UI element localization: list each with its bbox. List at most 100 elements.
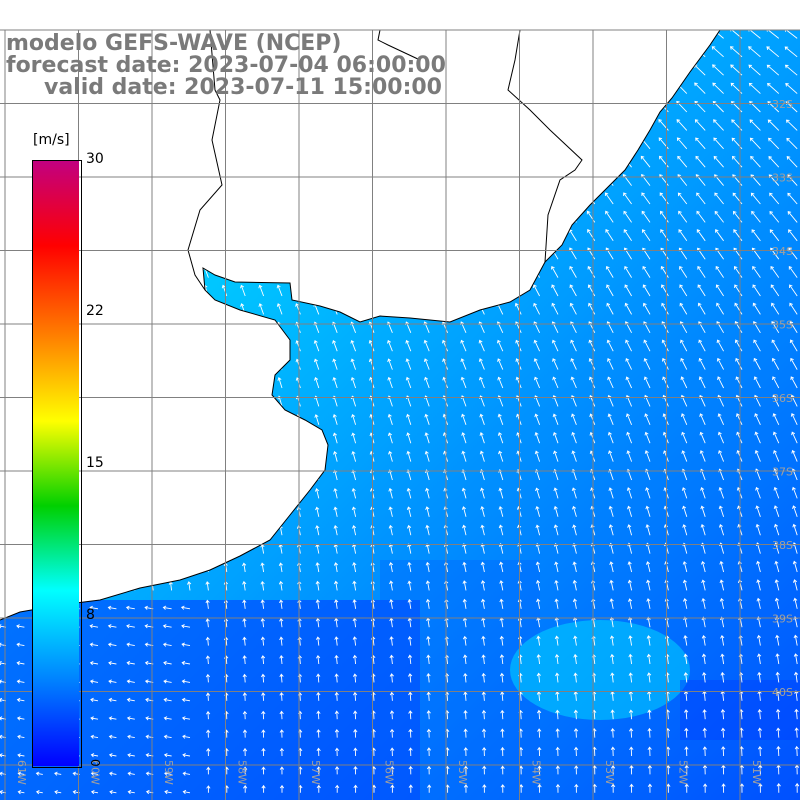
wind-arrow (258, 303, 265, 315)
wind-arrow (646, 579, 651, 591)
wind-arrow (661, 339, 669, 352)
wind-arrow (626, 487, 633, 499)
wind-arrow (388, 450, 393, 462)
wind-arrow (625, 376, 633, 389)
wind-arrow (499, 598, 504, 609)
wind-arrow (647, 746, 652, 757)
wind-arrow (425, 561, 430, 573)
colorbar-tick: 22 (86, 303, 104, 319)
wind-arrow (478, 358, 485, 370)
wind-arrow (427, 784, 432, 793)
wind-arrow (481, 635, 486, 646)
wind-arrow (677, 155, 688, 168)
wind-arrow (788, 229, 798, 242)
wind-arrow (499, 580, 504, 591)
wind-arrow (610, 728, 615, 738)
wind-arrow (684, 709, 689, 720)
wind-arrow (127, 753, 135, 758)
wind-arrow (716, 302, 724, 315)
wind-arrow (574, 746, 579, 757)
wind-arrow (773, 486, 780, 499)
wind-arrow (426, 635, 431, 646)
latitude-label: 40S (772, 686, 793, 699)
wind-arrow (463, 691, 468, 701)
wind-arrow (608, 450, 614, 462)
wind-arrow (460, 339, 467, 352)
wind-arrow (793, 597, 798, 609)
wind-arrow (408, 784, 413, 793)
wind-arrow (279, 747, 284, 757)
wind-arrow (353, 691, 358, 701)
wind-arrow (406, 432, 412, 444)
wind-arrow (481, 691, 486, 701)
wind-arrow (771, 302, 780, 315)
wind-arrow (89, 660, 99, 666)
wind-arrow (315, 506, 320, 517)
wind-arrow (278, 580, 284, 591)
wind-arrow (721, 783, 726, 793)
wind-arrow (769, 192, 780, 205)
wind-arrow (642, 302, 651, 315)
wind-arrow (368, 339, 375, 352)
wind-arrow (791, 431, 798, 444)
wind-arrow (607, 431, 614, 444)
wind-arrow (480, 524, 485, 536)
wind-arrow (748, 64, 761, 76)
wind-arrow (700, 505, 706, 517)
wind-arrow (718, 505, 725, 517)
wind-arrow (555, 746, 560, 757)
longitude-label: 56W (383, 760, 396, 785)
wind-arrow (408, 765, 413, 775)
wind-arrow (791, 486, 798, 499)
wind-arrow (334, 766, 340, 775)
wind-arrow (628, 653, 633, 665)
wind-arrow (610, 765, 616, 775)
wind-arrow (607, 358, 614, 370)
wind-arrow (316, 710, 321, 720)
wind-arrow (499, 561, 504, 573)
wind-arrow (683, 616, 688, 628)
wind-arrow (425, 580, 431, 591)
wind-arrow (789, 302, 798, 315)
wind-arrow (107, 642, 117, 647)
wind-arrow (682, 505, 688, 517)
wind-arrow (793, 653, 799, 665)
wind-arrow (315, 636, 321, 646)
wind-arrow (279, 617, 284, 628)
wind-arrow (500, 709, 505, 720)
wind-arrow (775, 671, 780, 683)
wind-arrow (659, 192, 669, 205)
wind-arrow (625, 413, 633, 425)
colorbar-tick: 0 (88, 759, 102, 767)
wind-arrow (260, 580, 265, 591)
wind-arrow (535, 579, 541, 591)
wind-arrow (720, 653, 725, 665)
colorbar (33, 161, 79, 766)
wind-arrow (163, 734, 172, 739)
wind-arrow (757, 727, 763, 738)
wind-arrow (279, 692, 284, 701)
wind-arrow (425, 598, 431, 609)
wind-arrow (389, 710, 395, 720)
wind-arrow (553, 487, 559, 499)
wind-arrow (182, 753, 191, 758)
wind-arrow (334, 747, 340, 757)
wind-arrow (407, 580, 412, 591)
wind-arrow (790, 412, 798, 425)
wind-arrow (408, 673, 413, 683)
wind-arrow (389, 654, 394, 665)
wind-arrow (181, 660, 191, 666)
wind-arrow (680, 376, 688, 389)
wind-arrow (719, 560, 725, 573)
wind-arrow (333, 525, 338, 536)
wind-arrow (499, 635, 504, 646)
wind-arrow (716, 339, 724, 352)
wind-arrow (721, 727, 726, 738)
wind-arrow (788, 265, 798, 278)
wind-arrow (755, 523, 761, 536)
wind-arrow (586, 210, 596, 223)
wind-arrow (260, 655, 266, 665)
wind-arrow (390, 747, 395, 757)
wind-arrow (715, 229, 724, 242)
wind-arrow (641, 192, 651, 205)
